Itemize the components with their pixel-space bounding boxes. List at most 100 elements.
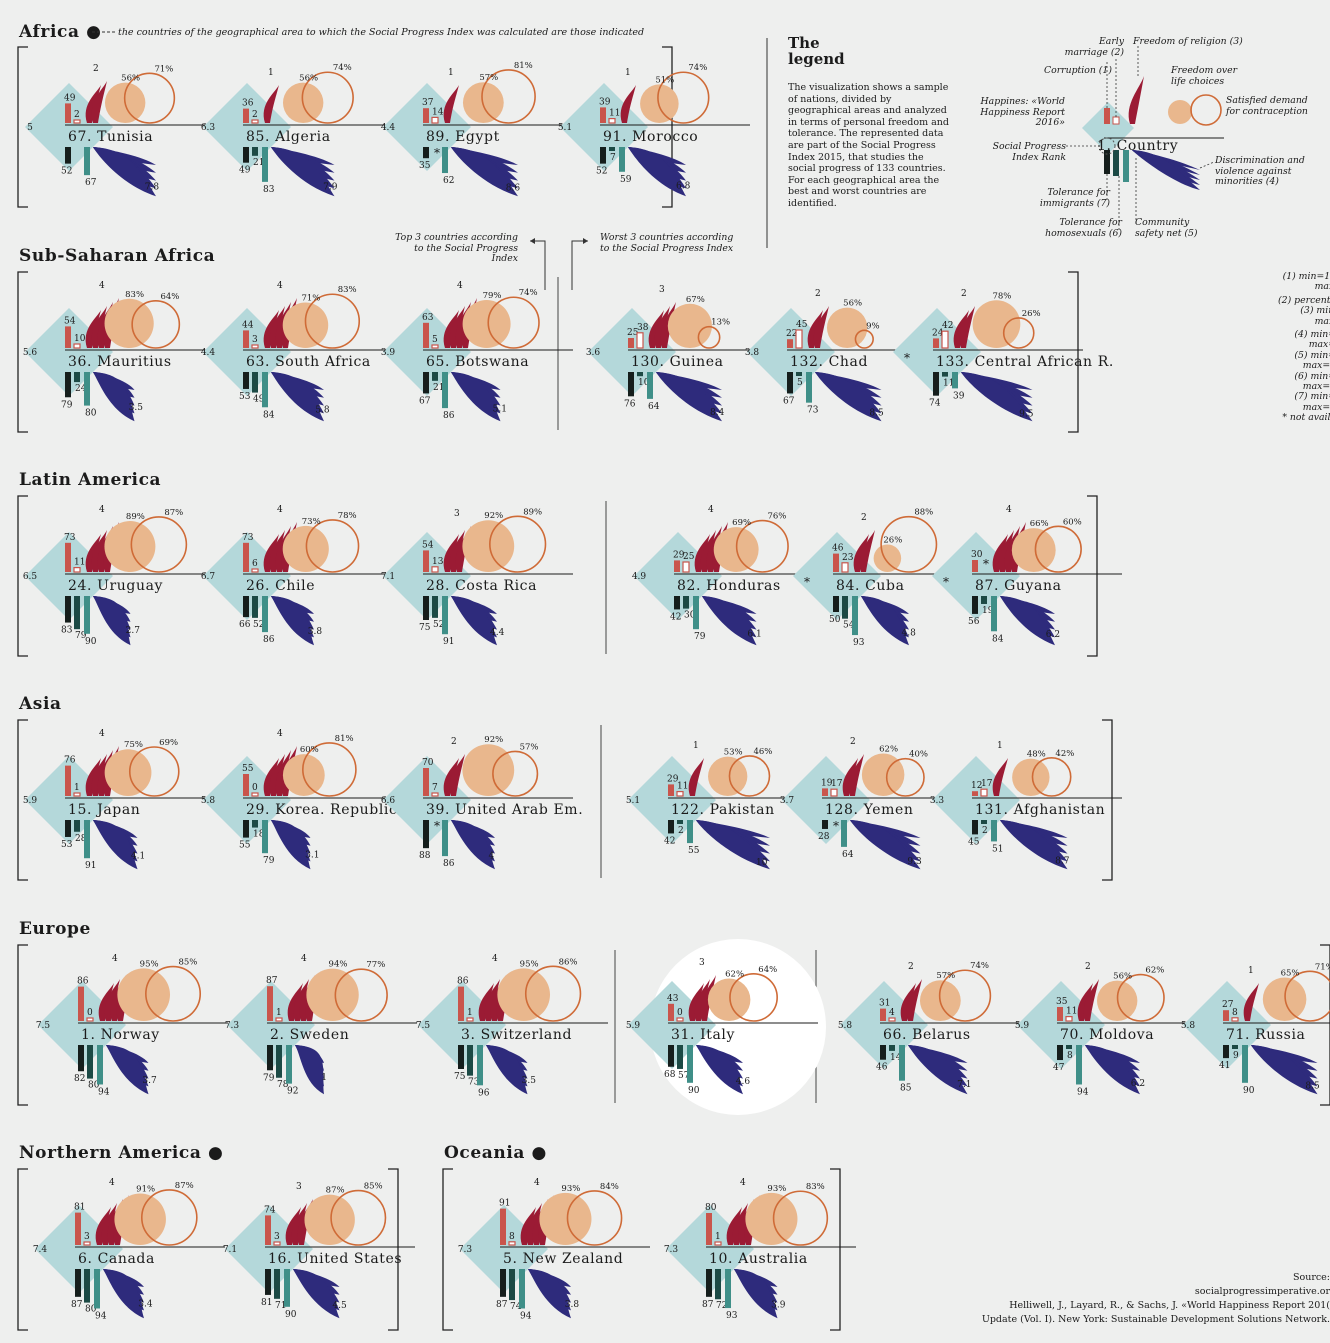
corruption-bar — [880, 1008, 886, 1021]
discrimination-label: 4.1 — [131, 852, 145, 862]
corruption-bar — [78, 986, 84, 1021]
early-marriage-label: 3 — [252, 335, 258, 345]
corruption-bar — [628, 338, 634, 348]
wing-feather — [1000, 820, 1068, 870]
early-marriage-bar — [86, 1017, 94, 1022]
country-name: 3. Switzerland — [461, 1027, 572, 1043]
contraception-label: 71% — [154, 64, 173, 74]
happiness-label: 7.5 — [36, 1021, 51, 1031]
corruption-label: 27 — [1222, 1000, 1234, 1010]
homosexuals-bar — [1123, 150, 1129, 182]
feather — [1243, 983, 1259, 1021]
early-marriage-label: 1 — [74, 783, 80, 793]
life-choices-label: 60% — [300, 745, 319, 755]
religion-label: 3 — [699, 958, 705, 968]
early-marriage-bar — [466, 1017, 474, 1022]
contraception-label: 13% — [711, 318, 730, 328]
discrimination-label: 3.4 — [138, 1300, 153, 1310]
homosexuals-label: 67 — [85, 178, 97, 188]
not-available-mark: * — [434, 819, 440, 833]
immigrants-label: 74 — [510, 1302, 522, 1312]
life-choices-label: 91% — [136, 1184, 155, 1194]
feather — [269, 306, 285, 348]
corruption-bar — [972, 791, 978, 796]
country-name: 132. Chad — [790, 354, 868, 370]
corruption-bar — [423, 322, 429, 348]
feather — [269, 754, 285, 796]
contraception-label: 9% — [866, 321, 880, 331]
contraception-ring — [657, 71, 710, 124]
happiness-label: 7.1 — [223, 1245, 237, 1255]
corruption-bar — [265, 1215, 271, 1245]
discrimination-label: 8.7 — [1055, 857, 1070, 867]
feather — [700, 530, 716, 572]
bracket-left — [17, 495, 28, 657]
life-choices-label: 83% — [125, 290, 144, 300]
country-name: 128. Yemen — [825, 802, 914, 818]
immigrants-bar — [683, 596, 689, 609]
country-name: 26. Chile — [246, 578, 315, 594]
corruption-label: 81 — [74, 1203, 85, 1213]
community-label: 49 — [239, 166, 251, 176]
not-available-mark: * — [983, 557, 989, 571]
early-marriage-bar — [1231, 1017, 1239, 1022]
bracket-right — [388, 1168, 399, 1331]
side-note: max=1 — [1308, 339, 1330, 351]
immigrants-bar — [74, 372, 80, 383]
corruption-bar — [65, 326, 71, 348]
feather — [906, 979, 922, 1021]
early-marriage-label: 0 — [677, 1008, 683, 1018]
community-bar — [65, 596, 71, 623]
life-choices-label: 75% — [124, 740, 143, 750]
corruption-bar — [423, 108, 429, 123]
feather — [443, 85, 459, 123]
country-name: 16. United States — [268, 1251, 402, 1267]
country-name: 122. Pakistan — [671, 802, 775, 818]
early-marriage-bar — [251, 792, 259, 797]
happiness-label: 3.7 — [780, 796, 795, 806]
community-bar — [1057, 1045, 1063, 1061]
contraception-ring — [302, 742, 357, 797]
country-name: 1. Norway — [81, 1027, 160, 1043]
corruption-label: 25 — [627, 328, 639, 338]
life-choices-label: 66% — [1030, 519, 1049, 529]
homosexuals-bar — [647, 372, 653, 399]
wing-feather — [702, 596, 757, 646]
homosexuals-label: 94 — [98, 1087, 110, 1097]
homosexuals-bar — [442, 820, 448, 857]
country-name: 89. Egypt — [426, 129, 500, 145]
early-marriage-label: 14 — [432, 107, 444, 117]
immigrants-bar — [677, 820, 683, 824]
contraception-label: 74% — [688, 63, 707, 73]
community-label: 35 — [419, 161, 431, 171]
community-label: 45 — [968, 837, 980, 847]
country-name: 24. Uruguay — [68, 578, 163, 594]
life-choices-circle — [1168, 100, 1192, 124]
early-marriage-label: 0 — [252, 783, 258, 793]
early-marriage-label: 6 — [252, 559, 258, 569]
source-line: Source: — [1292, 1272, 1330, 1283]
community-label: 79 — [61, 400, 73, 410]
contraception-ring — [728, 755, 771, 797]
bracket-right — [1087, 495, 1098, 657]
life-choices-circle — [1012, 758, 1050, 796]
happiness-label: 5 — [27, 123, 33, 133]
community-label: 41 — [1219, 1061, 1230, 1071]
source-line: Update (Vol. I). New York: Sustainable D… — [981, 1314, 1330, 1325]
homosexuals-label: 85 — [900, 1084, 912, 1094]
homosexuals-bar — [477, 1045, 483, 1086]
community-bar — [668, 1045, 674, 1067]
homosexuals-label: 96 — [478, 1088, 490, 1098]
discrimination-label: 8.5 — [1305, 1081, 1320, 1091]
life-choices-label: 87% — [326, 1186, 345, 1196]
corruption-label: 30 — [971, 550, 983, 560]
early-marriage-bar — [682, 561, 690, 573]
region-title: Sub-Saharan Africa — [19, 246, 215, 266]
region-0: Africa ● 5 49 2 2 56% 71% 67. Tunisia 52 67 7.8 6.3… — [17, 22, 750, 208]
early-marriage-label: 2 — [252, 110, 258, 120]
country-name: 31. Italy — [671, 1027, 735, 1043]
community-label: 53 — [239, 392, 251, 402]
contraception-label: 74% — [333, 63, 352, 73]
contraception-label: 64% — [160, 292, 179, 302]
wing-feather — [451, 596, 497, 646]
